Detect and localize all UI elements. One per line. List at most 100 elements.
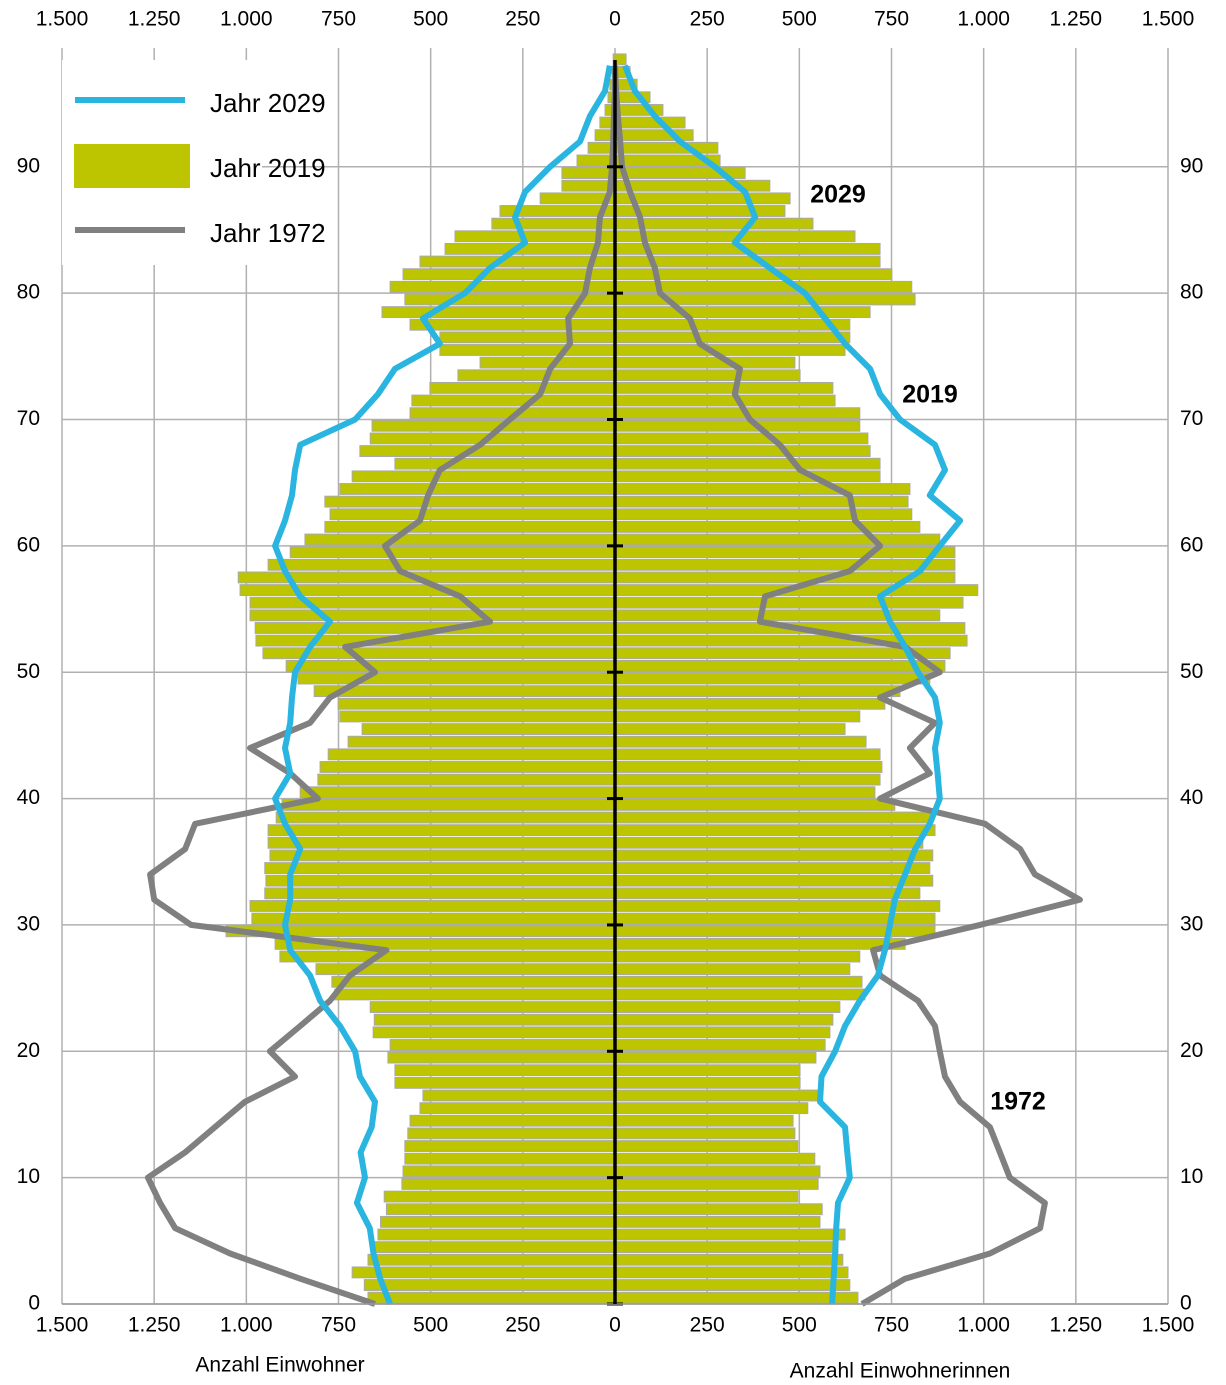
bar: [614, 495, 909, 508]
bar: [614, 192, 791, 205]
bar: [264, 887, 616, 900]
bar: [614, 710, 861, 723]
bar: [404, 1152, 616, 1165]
bar: [614, 1178, 819, 1190]
bar: [614, 445, 871, 458]
y-tick-label: 10: [1180, 1165, 1203, 1188]
y-tick-label: 60: [17, 533, 40, 556]
y-tick-label: 80: [17, 281, 40, 304]
bar: [614, 798, 896, 811]
x-tick-label: 500: [413, 8, 448, 31]
bar: [439, 344, 616, 356]
y-tick-label: 60: [1180, 533, 1203, 556]
annotation: 2029: [810, 181, 866, 209]
bar: [614, 1203, 823, 1216]
x-axis-label-left: Anzahl Einwohner: [195, 1354, 364, 1377]
bar: [614, 1165, 821, 1178]
bar: [381, 306, 616, 319]
legend-label: Jahr 1972: [210, 218, 326, 248]
bar: [614, 141, 719, 154]
y-tick-label: 10: [17, 1165, 40, 1188]
bar: [614, 116, 686, 129]
bar: [359, 445, 616, 458]
bar: [264, 862, 616, 874]
x-axis-label-right: Anzahl Einwohnerinnen: [790, 1360, 1011, 1383]
bar: [262, 647, 616, 660]
bar: [402, 268, 616, 281]
x-tick-label: 250: [505, 1314, 540, 1337]
bar: [614, 950, 861, 963]
bar: [614, 735, 867, 748]
y-tick-label: 20: [1180, 1039, 1203, 1062]
x-tick-label: 1.000: [220, 1314, 273, 1337]
y-tick-label: 90: [1180, 154, 1203, 177]
bar: [614, 836, 924, 849]
bar: [614, 862, 931, 874]
bar: [614, 824, 936, 837]
bar: [439, 331, 616, 344]
bar: [402, 1165, 616, 1178]
bar: [614, 344, 846, 356]
bar: [369, 1001, 616, 1013]
y-tick-label: 80: [1180, 281, 1203, 304]
bar: [351, 470, 616, 483]
bar: [614, 533, 941, 546]
bar: [404, 1140, 616, 1152]
bar: [444, 242, 616, 255]
bar: [614, 470, 881, 483]
bar: [269, 849, 616, 862]
bar: [614, 849, 934, 862]
bar: [289, 546, 616, 559]
y-tick-label: 0: [1180, 1292, 1192, 1315]
bar: [267, 836, 616, 849]
bar: [363, 1279, 616, 1291]
bar: [614, 331, 851, 344]
bar: [614, 1013, 834, 1026]
bar: [389, 280, 616, 293]
bar: [614, 874, 934, 887]
bar: [319, 761, 616, 773]
axes: 002502502502505005005005007507507507501.…: [17, 8, 1204, 1337]
legend-swatch: [74, 144, 190, 188]
bar: [409, 1114, 616, 1127]
bar: [614, 1102, 809, 1115]
bar: [614, 975, 863, 988]
bar: [614, 508, 913, 521]
bar: [331, 975, 616, 988]
bar: [614, 520, 921, 533]
bar: [614, 1114, 794, 1127]
legend-label: Jahr 2019: [210, 153, 326, 183]
bar: [614, 1051, 817, 1064]
bar: [614, 773, 881, 786]
bar: [411, 394, 616, 407]
bar: [377, 1228, 616, 1241]
bar: [614, 1266, 849, 1279]
bar: [324, 495, 616, 508]
x-tick-label: 1.500: [1142, 8, 1195, 31]
bar: [317, 773, 616, 786]
bar: [614, 356, 796, 369]
x-tick-label: 250: [690, 1314, 725, 1337]
bar: [454, 230, 616, 243]
y-tick-label: 0: [28, 1292, 40, 1315]
bar: [281, 798, 616, 811]
bar: [614, 407, 861, 420]
bar: [614, 546, 956, 559]
x-tick-label: 0: [609, 8, 621, 31]
bar: [394, 1076, 616, 1089]
x-tick-label: 1.500: [36, 1314, 89, 1337]
bar: [337, 697, 616, 710]
bar: [479, 356, 616, 369]
bar: [394, 457, 616, 470]
bar: [351, 1266, 616, 1279]
bar: [324, 520, 616, 533]
bar: [383, 1190, 616, 1203]
bar: [249, 900, 616, 912]
bar: [614, 1215, 821, 1228]
x-tick-label: 1.500: [1142, 1314, 1195, 1337]
bar: [614, 369, 801, 382]
y-tick-label: 50: [17, 660, 40, 683]
bar: [251, 912, 616, 925]
x-tick-label: 250: [505, 8, 540, 31]
